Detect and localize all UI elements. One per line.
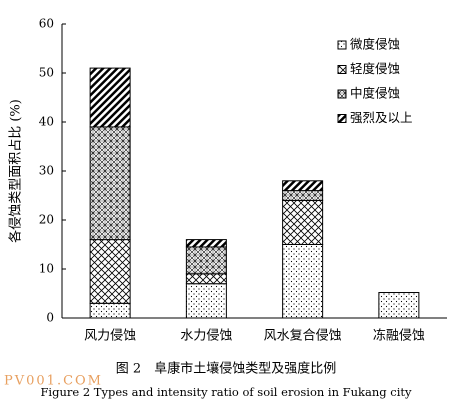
legend-swatch [337,40,347,50]
bar-segment [89,126,131,241]
x-tick-label: 风力侵蚀 [84,328,136,344]
x-tick-label: 风水复合侵蚀 [264,328,342,344]
bar-segment [282,190,324,201]
legend-swatch [337,65,347,74]
legend-label: 强烈及以上 [350,110,413,125]
bar-segment [89,239,131,304]
x-tick-label: 冻融侵蚀 [373,328,425,344]
x-tick-label: 水力侵蚀 [180,328,232,344]
bar-segment [185,239,227,248]
y-tick-label: 30 [39,164,54,178]
bar-segment [282,180,324,192]
bar-segment [378,292,420,319]
y-tick-label: 0 [46,311,54,325]
legend-label: 中度侵蚀 [350,86,400,101]
y-tick-label: 50 [39,66,54,80]
y-tick-label: 20 [39,213,54,227]
bar-segment [89,67,131,128]
bar-segment [282,244,324,319]
legend-swatch [337,89,347,99]
legend-label: 轻度侵蚀 [350,61,400,76]
bar-segment [185,246,227,275]
bar-segment [185,283,227,319]
legend-label: 微度侵蚀 [350,37,400,52]
y-axis-label: 各侵蚀类型面积占比 (%) [8,99,24,243]
y-tick-label: 60 [39,17,54,31]
caption-en: Figure 2 Types and intensity ratio of so… [40,385,412,399]
legend-swatch [337,114,347,123]
bar-segment [282,199,324,245]
y-tick-label: 10 [39,262,54,276]
caption: 图 2 阜康市土壤侵蚀类型及强度比例 [116,361,336,377]
bar-segment [185,273,227,285]
bar-segment [89,302,131,319]
watermark: PV001.COM [4,374,103,389]
y-tick-label: 40 [39,115,54,129]
